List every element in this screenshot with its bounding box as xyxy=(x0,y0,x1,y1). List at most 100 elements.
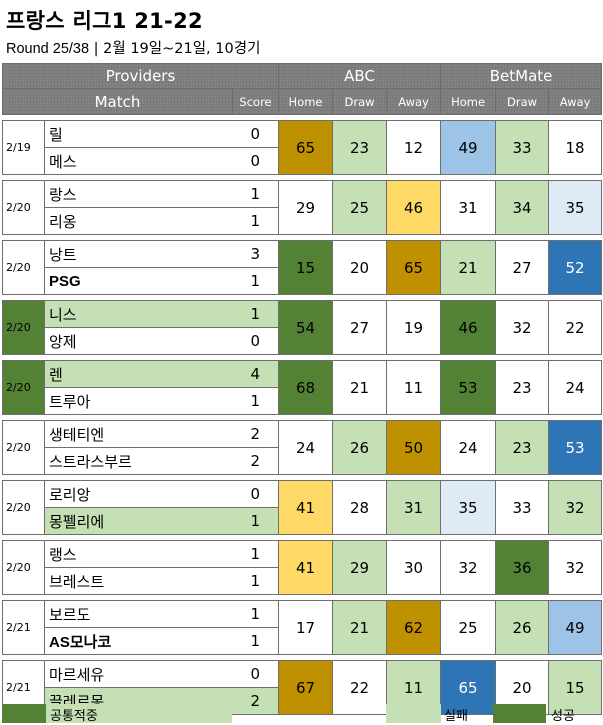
home-score: 0 xyxy=(232,120,280,148)
abc-home-pct: 15 xyxy=(278,240,334,295)
match-date: 2/20 xyxy=(2,540,45,595)
betmate-home-pct: 46 xyxy=(440,300,497,355)
betmate-away-pct: 18 xyxy=(548,120,603,175)
betmate-draw-pct: 33 xyxy=(495,480,550,535)
home-score: 4 xyxy=(232,360,280,388)
away-team: AS모나코 xyxy=(44,627,233,655)
betmate-draw-pct: 34 xyxy=(495,180,550,235)
abc-draw-pct: 26 xyxy=(332,420,388,475)
match-date: 2/20 xyxy=(2,180,45,235)
abc-draw-pct: 27 xyxy=(332,300,388,355)
betmate-home-pct: 24 xyxy=(440,420,497,475)
score-header: Score xyxy=(231,88,280,115)
betmate-home-pct: 49 xyxy=(440,120,497,175)
legend-common-label: 공통적중 xyxy=(50,709,98,724)
abc-home-pct: 68 xyxy=(278,360,334,415)
home-team: 렌 xyxy=(44,360,233,388)
providers-header: Providers xyxy=(1,63,280,89)
betmate-home-pct: 25 xyxy=(440,600,497,655)
match-row: 2/20 랭스 1 41 29 30 32 36 32 xyxy=(2,540,603,595)
betmate-home-pct: 65 xyxy=(440,660,497,715)
betmate-away-pct: 22 xyxy=(548,300,603,355)
abc-away-pct: 11 xyxy=(386,360,442,415)
match-row: 2/20 랑스 1 29 25 46 31 34 35 xyxy=(2,180,603,235)
betmate-draw-pct: 33 xyxy=(495,120,550,175)
betmate-home-header: Home xyxy=(440,88,497,115)
betmate-home-pct: 31 xyxy=(440,180,497,235)
abc-draw-pct: 22 xyxy=(332,660,388,715)
betmate-home-pct: 21 xyxy=(440,240,497,295)
abc-home-pct: 17 xyxy=(278,600,334,655)
round-details: | 2월 19일~21일, 10경기 xyxy=(89,41,261,57)
betmate-header: BetMate xyxy=(440,63,603,89)
abc-header: ABC xyxy=(278,63,442,89)
match-row: 2/20 생테티엔 2 24 26 50 24 23 53 xyxy=(2,420,603,475)
match-date: 2/20 xyxy=(2,480,45,535)
home-score: 1 xyxy=(232,600,280,628)
away-team: 몽펠리에 xyxy=(44,507,233,535)
page-title: 프랑스 리그1 21-22 xyxy=(6,9,203,33)
away-score: 2 xyxy=(232,687,280,715)
legend: 공통적중 실패 성공 xyxy=(2,704,601,724)
abc-away-pct: 50 xyxy=(386,420,442,475)
match-header: Match xyxy=(2,88,233,115)
betmate-draw-pct: 23 xyxy=(495,420,550,475)
away-team: PSG xyxy=(44,267,233,295)
match-date: 2/20 xyxy=(2,360,45,415)
home-score: 1 xyxy=(232,540,280,568)
away-team: 트루아 xyxy=(44,387,233,415)
betmate-draw-pct: 27 xyxy=(495,240,550,295)
match-row: 2/21 보르도 1 17 21 62 25 26 49 xyxy=(2,600,603,655)
away-score: 2 xyxy=(232,447,280,475)
abc-draw-pct: 20 xyxy=(332,240,388,295)
abc-home-pct: 41 xyxy=(278,480,334,535)
away-score: 1 xyxy=(232,207,280,235)
match-row: 2/20 로리앙 0 41 28 31 35 33 32 xyxy=(2,480,603,535)
abc-away-pct: 19 xyxy=(386,300,442,355)
home-score: 0 xyxy=(232,480,280,508)
legend-success-label: 성공 xyxy=(551,709,575,724)
abc-home-pct: 67 xyxy=(278,660,334,715)
abc-home-pct: 54 xyxy=(278,300,334,355)
home-score: 0 xyxy=(232,660,280,688)
prediction-table: Providers ABC BetMate Match Score Home D… xyxy=(1,63,603,715)
abc-draw-header: Draw xyxy=(332,88,388,115)
betmate-away-pct: 32 xyxy=(548,480,603,535)
legend-success-swatch xyxy=(493,704,546,723)
betmate-home-pct: 32 xyxy=(440,540,497,595)
abc-draw-pct: 28 xyxy=(332,480,388,535)
abc-home-pct: 41 xyxy=(278,540,334,595)
betmate-away-pct: 52 xyxy=(548,240,603,295)
away-team: 메스 xyxy=(44,147,233,175)
abc-draw-pct: 23 xyxy=(332,120,388,175)
betmate-draw-pct: 32 xyxy=(495,300,550,355)
home-team: 생테티엔 xyxy=(44,420,233,448)
abc-draw-pct: 29 xyxy=(332,540,388,595)
betmate-away-pct: 24 xyxy=(548,360,603,415)
betmate-draw-pct: 23 xyxy=(495,360,550,415)
match-date: 2/20 xyxy=(2,240,45,295)
betmate-away-pct: 15 xyxy=(548,660,603,715)
match-row: 2/20 니스 1 54 27 19 46 32 22 xyxy=(2,300,603,355)
away-score: 0 xyxy=(232,147,280,175)
away-team: 앙제 xyxy=(44,327,233,355)
match-date: 2/19 xyxy=(2,120,45,175)
away-score: 1 xyxy=(232,507,280,535)
home-team: 마르세유 xyxy=(44,660,233,688)
match-row: 2/20 낭트 3 15 20 65 21 27 52 xyxy=(2,240,603,295)
round-label: Round 25/38 xyxy=(6,41,90,57)
abc-away-pct: 65 xyxy=(386,240,442,295)
betmate-away-pct: 32 xyxy=(548,540,603,595)
away-score: 1 xyxy=(232,387,280,415)
page-subtitle: Round 25/38 | 2월 19일~21일, 10경기 xyxy=(6,37,260,58)
away-score: 0 xyxy=(232,327,280,355)
abc-home-header: Home xyxy=(278,88,334,115)
away-team: 브레스트 xyxy=(44,567,233,595)
abc-away-header: Away xyxy=(386,88,442,115)
away-score: 1 xyxy=(232,267,280,295)
abc-away-pct: 12 xyxy=(386,120,442,175)
betmate-away-header: Away xyxy=(548,88,603,115)
home-team: 랑스 xyxy=(44,180,233,208)
betmate-draw-pct: 26 xyxy=(495,600,550,655)
abc-away-pct: 62 xyxy=(386,600,442,655)
